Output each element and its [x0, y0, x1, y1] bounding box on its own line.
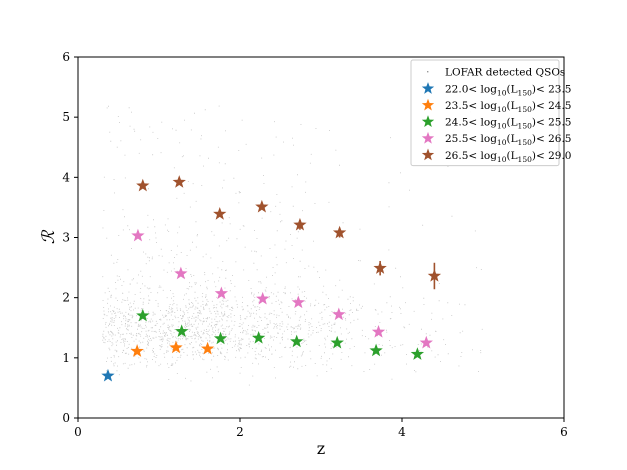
series-4 [131, 228, 433, 349]
legend-star-marker [421, 115, 435, 128]
data-point-star [410, 347, 425, 360]
data-point-star [373, 261, 387, 274]
legend-star-marker [421, 98, 435, 111]
data-point-star [332, 225, 347, 239]
data-point-star [172, 175, 186, 188]
data-point-star [330, 335, 344, 349]
data-point-star [256, 291, 270, 305]
series-1 [101, 368, 115, 382]
legend-label: 22.0< log10(L150)< 23.5 [445, 83, 572, 97]
x-tick-label: 6 [560, 425, 568, 439]
y-tick-label: 1 [62, 351, 70, 365]
data-point-star [169, 340, 183, 354]
data-point-star [427, 269, 442, 282]
legend-label: 26.5< log10(L150)< 29.0 [445, 150, 572, 164]
series-2 [130, 340, 215, 357]
x-tick-label: 4 [398, 425, 406, 439]
series-5 [136, 175, 442, 290]
legend-star-marker [421, 148, 435, 161]
legend-label: 25.5< log10(L150)< 26.5 [445, 133, 572, 147]
data-point-star [175, 324, 189, 338]
y-tick-label: 4 [62, 170, 70, 184]
data-point-star [130, 344, 144, 357]
y-tick-label: 2 [62, 291, 70, 305]
data-point-star [291, 295, 305, 309]
data-point-star [200, 341, 215, 355]
legend-star-marker [421, 131, 435, 144]
y-tick-label: 5 [62, 110, 70, 124]
data-point-star [369, 343, 383, 357]
legend-box [410, 59, 560, 167]
data-point-star [290, 334, 304, 348]
series-layer [101, 175, 442, 382]
x-tick-label: 0 [74, 425, 82, 439]
series-3 [136, 308, 425, 360]
data-point-star [332, 307, 346, 321]
background-scatter [102, 105, 483, 386]
y-tick-label: 0 [62, 411, 70, 425]
legend-label-background: LOFAR detected QSOs [445, 67, 565, 79]
data-point-star [136, 308, 150, 322]
data-point-star [131, 228, 145, 242]
data-point-star [251, 330, 266, 344]
legend: LOFAR detected QSOs 22.0< log10(L150)< 23… [410, 59, 572, 167]
background-points [102, 105, 483, 386]
data-point-star [101, 368, 115, 382]
legend-label: 23.5< log10(L150)< 24.5 [445, 100, 572, 114]
y-tick-label: 3 [62, 231, 70, 245]
y-tick-label: 6 [62, 50, 70, 64]
axis-ticks: 0 2 4 6 0 1 2 3 4 5 6 [62, 50, 567, 439]
data-point-star [293, 217, 307, 231]
data-point-star [371, 324, 386, 338]
data-point-star [174, 266, 188, 280]
data-point-star [255, 199, 269, 213]
legend-star-marker [421, 82, 435, 94]
legend-dot-marker [427, 71, 429, 73]
data-point-star [419, 335, 433, 349]
y-axis-label: ℛ [39, 229, 59, 244]
legend-items: LOFAR detected QSOs 22.0< log10(L150)< 23… [421, 67, 572, 164]
x-axis-label: z [317, 439, 325, 458]
x-tick-label: 2 [236, 425, 244, 439]
data-point-star [214, 286, 229, 300]
data-point-star [213, 331, 228, 345]
data-point-star [213, 207, 227, 220]
legend-label: 24.5< log10(L150)< 25.5 [445, 117, 572, 131]
data-point-star [136, 178, 150, 192]
